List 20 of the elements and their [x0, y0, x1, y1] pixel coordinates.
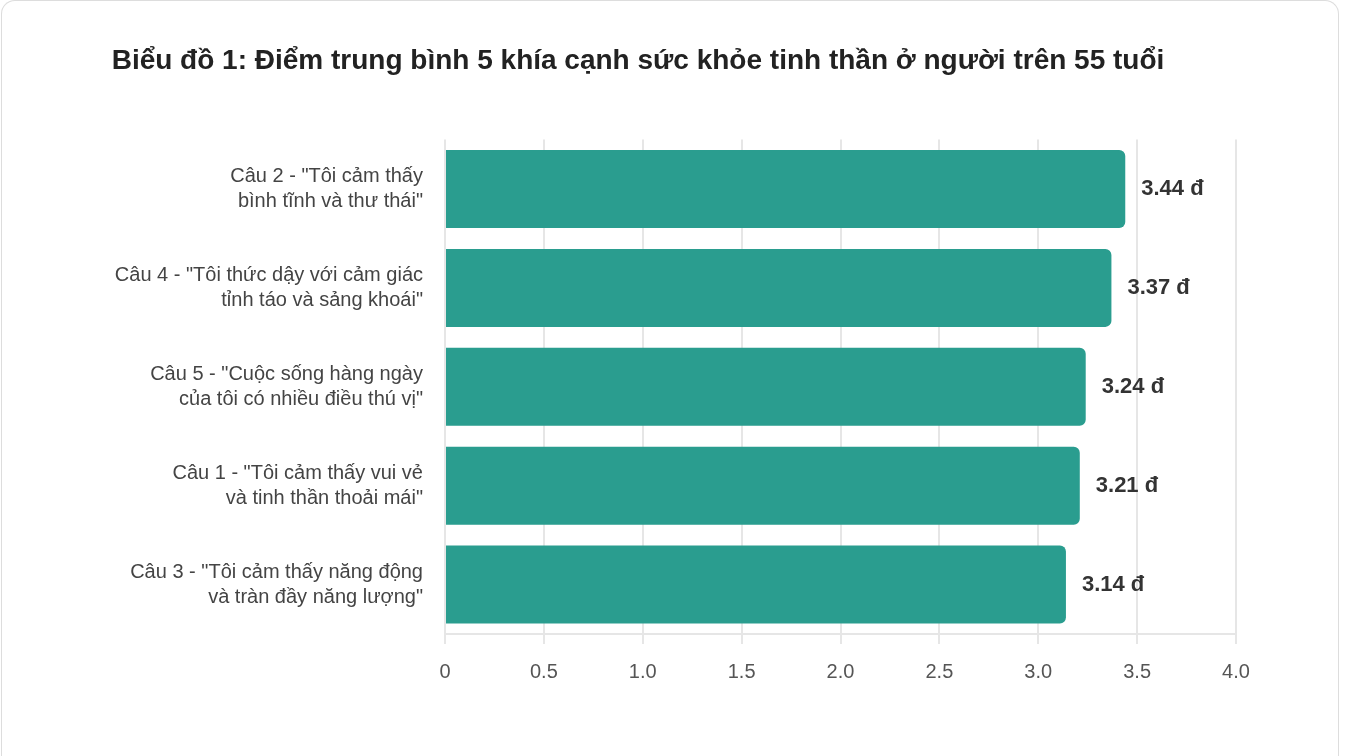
- chart-title: Biểu đồ 1: Điểm trung bình 5 khía cạnh sức khỏe tinh thần ở người trên 55 tuổi: [111, 43, 1165, 75]
- data-label: 3.21 đ: [1095, 471, 1159, 497]
- x-tick-label: 2.5: [925, 659, 954, 682]
- data-label: 3.44 đ: [1141, 175, 1205, 201]
- y-tick-label: Câu 2 - "Tôi cảm thấy bình tĩnh và thư thái": [230, 164, 423, 212]
- y-tick-label: Câu 3 - "Tôi cảm thấy năng động và tràn đầy năng lượng": [130, 559, 423, 607]
- x-tick-label: 0: [439, 659, 451, 682]
- x-tick-label: 2.0: [826, 659, 855, 682]
- data-label: 3.37 đ: [1127, 273, 1191, 299]
- y-tick-label: Câu 4 - "Tôi thức dậy với cảm giác tỉnh táo và sảng khoái": [114, 262, 423, 310]
- data-label: 3.24 đ: [1101, 372, 1165, 398]
- y-tick-label: Câu 5 - "Cuộc sống hàng ngày của tôi có nhiều điều thú vị": [150, 361, 423, 409]
- x-tick-label: 3.0: [1024, 659, 1053, 682]
- x-tick-label: 1.0: [628, 659, 657, 682]
- data-label: 3.14 đ: [1081, 570, 1145, 596]
- y-tick-label: Câu 1 - "Tôi cảm thấy vui vẻ và tinh thần thoải mái": [172, 460, 423, 508]
- x-tick-label: 3.5: [1123, 659, 1152, 682]
- x-tick-label: 4.0: [1222, 659, 1250, 682]
- x-tick-label: 0.5: [529, 659, 558, 682]
- x-tick-label: 1.5: [727, 659, 756, 682]
